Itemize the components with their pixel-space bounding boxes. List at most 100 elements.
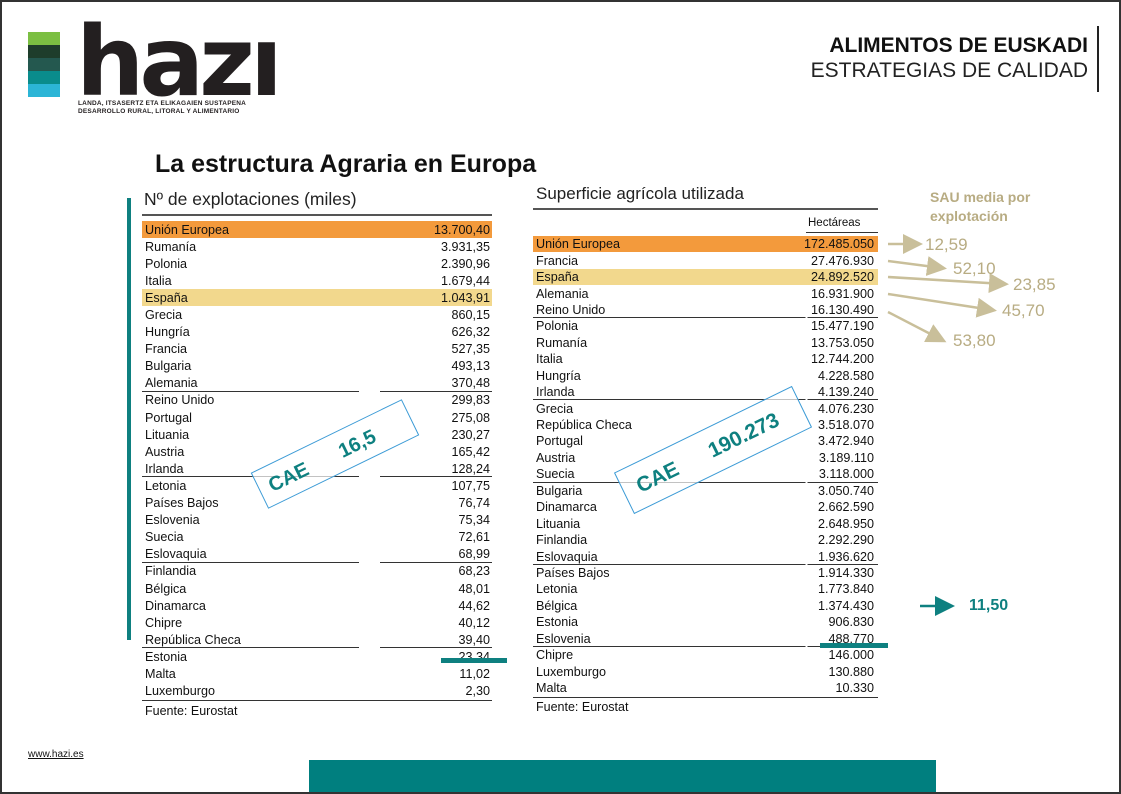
row-value: 1.773.840 [817,582,874,597]
marker-estonia-row [441,658,507,663]
sau-value-espana: 23,85 [1013,275,1056,294]
row-value: 3.931,35 [440,239,490,254]
row-value: 2.662.590 [817,500,874,515]
table-row: Letonia 1.773.840 [533,581,878,597]
sau-value-eslovenia: 11,50 [969,597,1009,614]
table-row: Unión Europea 172.485.050 [533,236,878,253]
row-country: Rumanía [145,239,197,254]
row-country: Bulgaria [145,359,192,374]
table-row: Letonia 107,75 [142,477,492,494]
row-value: 128,24 [451,461,490,476]
row-value: 44,62 [458,598,490,613]
row-value: 1.043,91 [440,290,490,305]
table-row: Eslovenia 488.770 [533,631,878,648]
table-row: Finlandia 68,23 [142,563,492,580]
website-link[interactable]: www.hazi.es [28,749,84,760]
table-row: Finlandia 2.292.290 [533,532,878,548]
row-country: Dinamarca [145,598,206,613]
table-row: Bulgaria 3.050.740 [533,483,878,499]
table-row: España 1.043,91 [142,289,492,307]
row-value: 16.130.490 [810,302,874,317]
row-country: Polonia [536,319,579,334]
row-country: Unión Europea [145,222,230,237]
table-row: Polonia 2.390,96 [142,255,492,272]
row-country: Dinamarca [536,500,597,515]
table-row: Unión Europea 13.700,40 [142,221,492,239]
row-value: 3.472.940 [817,434,874,449]
row-value: 172.485.050 [803,237,874,252]
row-country: Luxemburgo [145,684,216,699]
sau-value-ue: 12,59 [925,235,968,254]
table-row: Malta 11,02 [142,665,492,682]
row-value: 68,99 [458,547,490,562]
row-country: España [145,290,188,305]
row-country: Portugal [145,410,192,425]
row-value: 48,01 [458,581,490,596]
table2-top-rule [533,208,878,210]
table-row: Rumanía 13.753.050 [533,335,878,351]
header-line1: ALIMENTOS DE EUSKADI [829,34,1088,57]
table-row: Austria 3.189.110 [533,450,878,466]
row-country: Hungría [145,325,190,340]
row-value: 4.228.580 [817,368,874,383]
row-country: Reino Unido [536,302,606,317]
row-value: 3.189.110 [818,450,874,465]
row-country: Suecia [536,467,575,482]
table-row: Polonia 15.477.190 [533,318,878,334]
row-country: Grecia [536,401,574,416]
header-line2: ESTRATEGIAS DE CALIDAD [810,59,1088,82]
row-value: 13.753.050 [810,335,874,350]
row-country: Italia [145,273,172,288]
row-country: Irlanda [145,461,184,476]
row-value: 370,48 [451,376,490,391]
row-country: Eslovaquia [145,547,207,562]
arrow-reino-unido [887,310,947,343]
row-value: 1.679,44 [440,273,490,288]
table-row: Chipre 146.000 [533,647,878,663]
row-value: 2.292.290 [817,533,874,548]
row-country: Austria [536,450,576,465]
row-value: 488.770 [828,631,874,646]
row-country: Lituania [145,427,190,442]
table-row: Reino Unido 16.130.490 [533,302,878,319]
sau-value-alemania: 45,70 [1002,301,1045,320]
accent-vertical-line [127,198,131,640]
page-title: La estructura Agraria en Europa [155,150,537,178]
table-row: Portugal 3.472.940 [533,433,878,449]
table-row: Países Bajos 76,74 [142,495,492,512]
row-value: 2.648.950 [817,516,874,531]
table-row: España 24.892.520 [533,268,878,286]
sau-heading-line2: explotación [930,208,1008,224]
table-row: Lituania 230,27 [142,426,492,443]
row-value: 299,83 [451,393,490,408]
row-country: Bulgaria [536,483,583,498]
row-value: 68,23 [458,564,490,579]
table-row: Italia 1.679,44 [142,272,492,289]
row-value: 906.830 [828,615,874,630]
cae-label-2: CAE [632,457,683,498]
row-country: Países Bajos [536,565,610,580]
table-row: Grecia 860,15 [142,306,492,323]
row-country: Malta [145,666,176,681]
row-value: 626,32 [451,325,490,340]
header-divider [1097,26,1099,92]
table-row: Austria 165,42 [142,443,492,460]
table-row: Italia 12.744.200 [533,351,878,367]
row-country: Austria [145,444,185,459]
table-row: Chipre 40,12 [142,614,492,631]
table-row: Alemania 16.931.900 [533,285,878,301]
row-country: Irlanda [536,385,575,400]
row-country: Italia [536,352,563,367]
row-country: Finlandia [536,533,588,548]
table-row: Suecia 72,61 [142,529,492,546]
row-value: 15.477.190 [810,319,874,334]
table-row: Eslovaquia 1.936.620 [533,548,878,566]
row-value: 860,15 [451,308,490,323]
logo-tagline-line2: DESARROLLO RURAL, LITORAL Y ALIMENTARIO [78,108,240,115]
table-row: Eslovenia 75,34 [142,512,492,529]
table2-superficie: Unión Europea 172.485.050 Francia 27.476.93… [533,236,878,696]
row-country: Letonia [536,582,578,597]
row-value: 3.118.000 [818,467,874,482]
table-row: Estonia 906.830 [533,614,878,630]
table-row: Bulgaria 493,13 [142,358,492,375]
